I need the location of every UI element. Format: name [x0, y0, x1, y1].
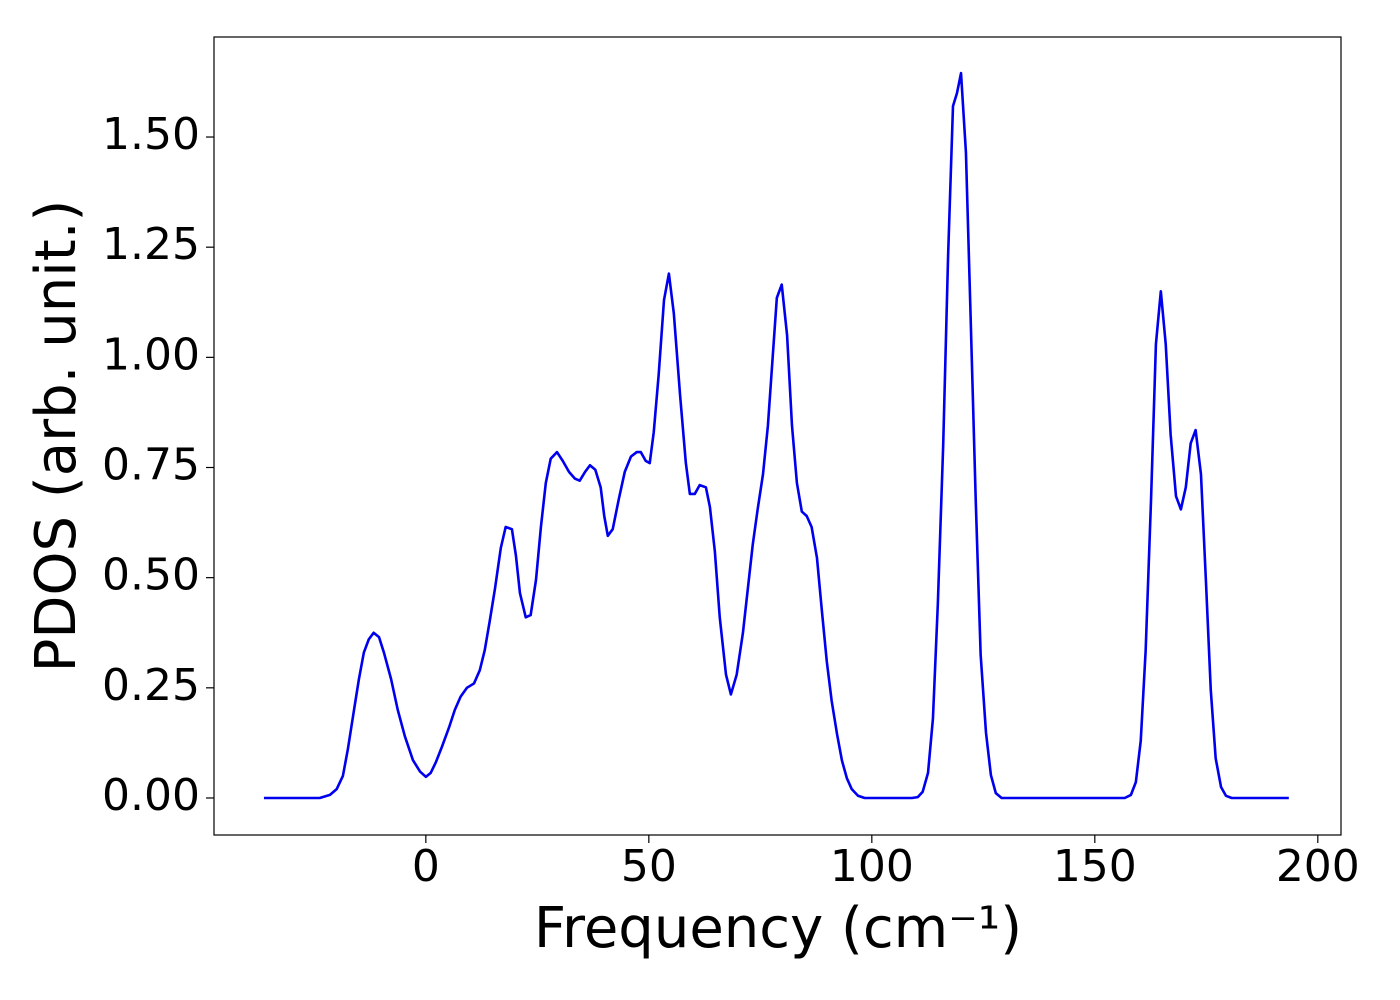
- y-axis-label: PDOS (arb. unit.): [24, 200, 89, 673]
- x-tick-label: 50: [621, 841, 677, 892]
- x-tick-label: 0: [412, 841, 440, 892]
- plot-frame: [213, 36, 1342, 836]
- x-axis-label: Frequency (cm⁻¹): [534, 896, 1022, 961]
- data-line: [263, 71, 1289, 800]
- y-tick-label: 0.50: [102, 550, 200, 601]
- y-tick-label: 1.50: [102, 109, 200, 160]
- y-tick-label: 1.25: [102, 219, 200, 270]
- x-tick-label: 150: [1053, 841, 1137, 892]
- y-tick-label: 1.00: [102, 329, 200, 380]
- y-tick-label: 0.75: [102, 440, 200, 491]
- x-tick-label: 200: [1276, 841, 1360, 892]
- x-tick-label: 100: [830, 841, 914, 892]
- y-tick-label: 0.00: [102, 770, 200, 821]
- y-tick-label: 0.25: [102, 660, 200, 711]
